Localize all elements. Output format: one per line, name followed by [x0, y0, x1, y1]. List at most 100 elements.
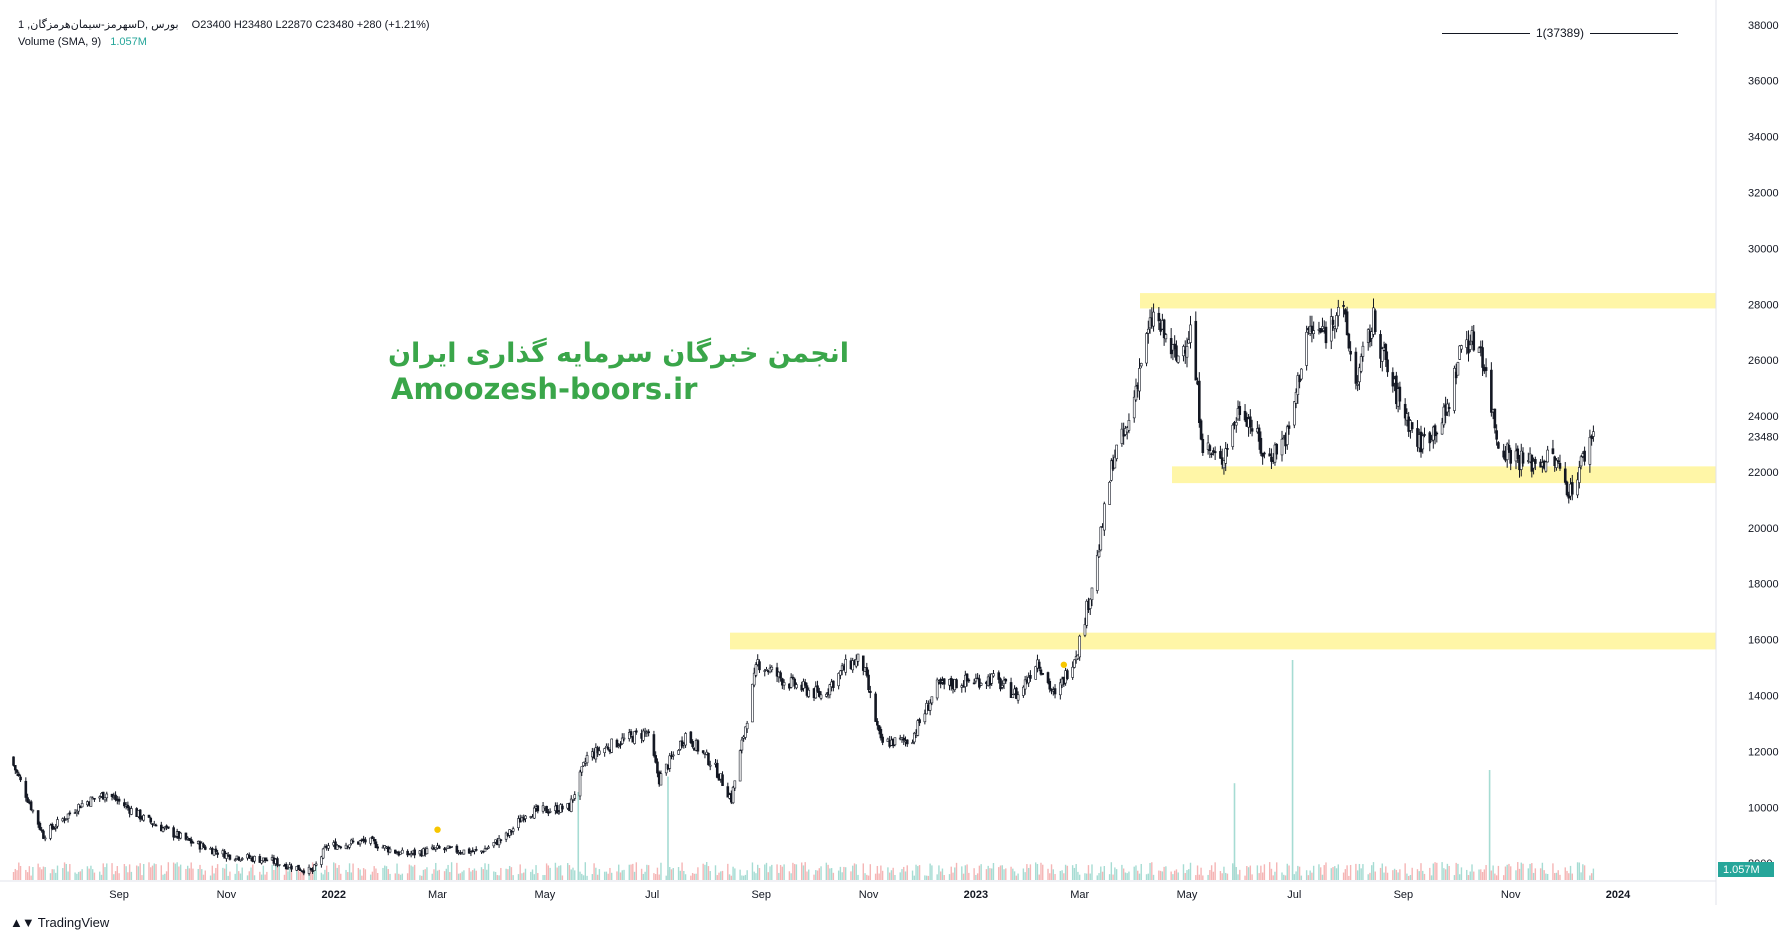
- volume-bar: [1198, 874, 1201, 880]
- candle-body: [212, 849, 216, 856]
- volume-bar: [542, 875, 544, 880]
- candles: [12, 298, 1595, 876]
- volume-bar: [561, 875, 564, 880]
- candle-body: [348, 844, 351, 848]
- volume-bar: [225, 864, 228, 880]
- volume-bar: [732, 866, 734, 880]
- volume-bar: [670, 869, 673, 880]
- y-tick-label: 22000: [1748, 467, 1779, 479]
- candle-body: [738, 750, 742, 782]
- volume-bar: [141, 875, 143, 880]
- candle-body: [1263, 452, 1266, 455]
- candle-body: [1447, 406, 1451, 409]
- volume-bar: [892, 867, 894, 880]
- volume-bar: [1346, 865, 1348, 880]
- volume-bar: [844, 867, 847, 880]
- volume-bar: [697, 867, 699, 880]
- volume-bar: [81, 869, 83, 880]
- volume-bar: [591, 874, 594, 880]
- volume-bar: [1063, 873, 1065, 880]
- volume-bar: [473, 868, 476, 880]
- candle-body: [819, 694, 823, 699]
- volume-bar: [1270, 868, 1273, 880]
- volume-bar: [1086, 873, 1088, 880]
- volume-bar: [290, 868, 293, 880]
- volume-bar: [435, 862, 437, 880]
- volume-bar: [165, 871, 168, 880]
- volume-bar: [609, 867, 611, 880]
- volume-bar: [1508, 863, 1510, 880]
- volume-bar: [1381, 863, 1383, 880]
- volume-bar: [1177, 872, 1179, 880]
- volume-bar: [507, 869, 509, 880]
- volume-bar: [26, 872, 29, 880]
- volume-bar: [128, 864, 131, 880]
- candle-body: [701, 750, 705, 753]
- volume-bar: [1374, 871, 1376, 880]
- candle-body: [302, 870, 306, 874]
- candle-body: [1027, 677, 1030, 684]
- candle-body: [930, 696, 934, 704]
- volume-bar: [767, 872, 769, 880]
- candle-body: [668, 755, 672, 769]
- volume-bar: [39, 867, 41, 880]
- candle-body: [1249, 416, 1252, 428]
- volume-bar: [623, 869, 625, 880]
- volume-bar: [998, 867, 1000, 880]
- volume-bar: [950, 866, 952, 880]
- volume-bar: [1161, 871, 1164, 880]
- volume-bar: [1580, 872, 1582, 880]
- candle-body: [277, 864, 281, 866]
- volume-bar: [297, 868, 300, 880]
- candle-body: [1423, 434, 1426, 436]
- candle-body: [54, 826, 58, 829]
- volume-bar: [371, 871, 374, 880]
- volume-bar: [769, 866, 771, 880]
- volume-bar: [32, 867, 34, 880]
- volume-bar: [1546, 873, 1549, 880]
- volume-bar: [160, 865, 163, 880]
- tradingview-logo[interactable]: ▲▼ TradingView: [10, 915, 109, 930]
- candle-body: [64, 818, 68, 820]
- candle-body: [321, 848, 325, 859]
- volume-bar: [864, 873, 866, 880]
- candle-body: [752, 672, 756, 686]
- volume-bar: [364, 869, 367, 880]
- candle-body: [409, 853, 413, 856]
- volume-bar: [771, 864, 773, 880]
- volume-bar: [135, 865, 138, 880]
- candle-body: [1037, 661, 1041, 669]
- volume-bar: [1288, 865, 1290, 880]
- y-tick-label: 16000: [1748, 635, 1779, 647]
- volume-bar: [1531, 863, 1533, 880]
- volume-bar: [116, 865, 119, 880]
- volume-bar: [987, 865, 989, 880]
- volume-bar: [936, 874, 938, 880]
- volume-bar: [345, 869, 347, 880]
- volume-bar: [567, 863, 569, 880]
- volume-bar: [493, 871, 495, 880]
- candle-body: [101, 791, 105, 800]
- volume-bar: [899, 872, 901, 880]
- candle-body: [517, 818, 520, 828]
- candle-body: [1477, 347, 1481, 353]
- volume-bar: [1089, 873, 1091, 880]
- x-tick-label: Sep: [109, 889, 129, 901]
- volume-bar: [162, 874, 164, 880]
- y-tick-label: 12000: [1748, 746, 1779, 758]
- volume-bar: [1050, 864, 1053, 880]
- axes: 8000100001200014000160001800020000220002…: [0, 0, 1779, 905]
- candle-body: [1345, 311, 1349, 336]
- candle-body: [992, 673, 995, 677]
- volume-bar: [401, 873, 404, 880]
- candle-body: [1565, 481, 1569, 496]
- candle-body: [1250, 428, 1254, 432]
- volume-bar: [153, 863, 155, 880]
- candle-body: [297, 864, 300, 870]
- candle-body: [351, 840, 355, 843]
- measure-line[interactable]: 1(37389): [1442, 26, 1679, 40]
- volume-bar: [980, 864, 982, 880]
- volume-bar: [1478, 869, 1480, 880]
- candle-body: [154, 824, 158, 827]
